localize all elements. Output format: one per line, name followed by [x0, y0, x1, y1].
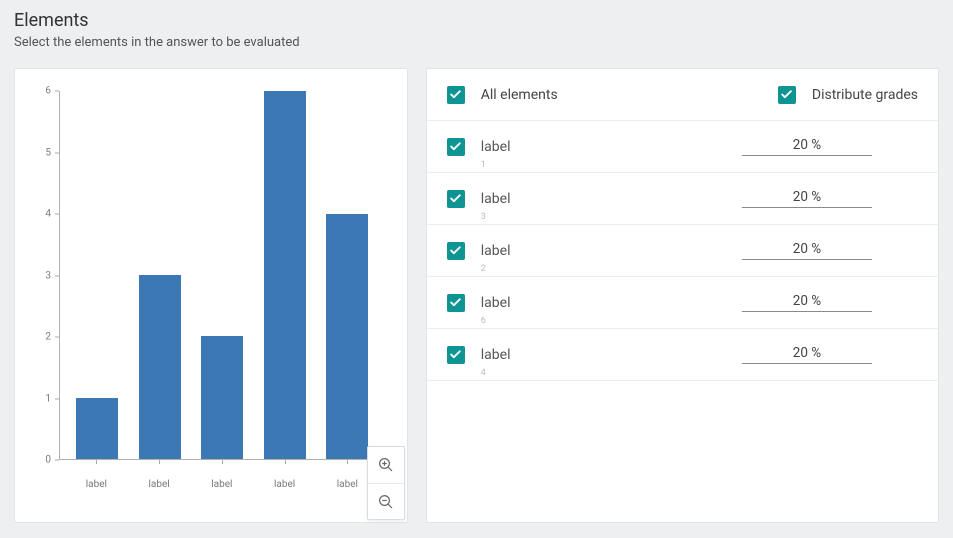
row-subindex: 6	[481, 316, 486, 326]
element-row: label 4 20 %	[427, 329, 938, 381]
x-axis-label: label	[201, 479, 243, 490]
bar[interactable]	[326, 214, 368, 459]
row-checkbox[interactable]	[447, 190, 465, 208]
list-card: All elements Distribute grades label 1 20 …	[426, 68, 939, 523]
y-axis: 0123456	[31, 91, 55, 460]
element-rows: label 1 20 % label 3 20 % label 2 20 % label 6 20 %…	[427, 121, 938, 381]
row-percent-input[interactable]: 20 %	[742, 345, 872, 364]
row-subindex: 1	[481, 160, 486, 170]
x-axis-label: label	[75, 479, 117, 490]
row-checkbox[interactable]	[447, 346, 465, 364]
y-tick-label: 1	[45, 393, 51, 404]
y-tick-label: 0	[45, 455, 51, 466]
zoom-in-button[interactable]	[368, 447, 404, 483]
row-checkbox[interactable]	[447, 138, 465, 156]
zoom-out-icon	[377, 493, 395, 511]
bar-chart: 0123456 labellabellabellabellabel	[31, 91, 391, 512]
zoom-out-button[interactable]	[368, 483, 404, 519]
all-elements-label: All elements	[481, 87, 558, 103]
page-title: Elements	[14, 10, 939, 31]
x-tick-mark	[201, 460, 243, 464]
element-row: label 6 20 %	[427, 277, 938, 329]
x-tick-marks	[59, 460, 385, 464]
row-label: label	[481, 295, 511, 311]
row-subindex: 2	[481, 264, 486, 274]
row-label: label	[481, 191, 511, 207]
row-checkbox[interactable]	[447, 294, 465, 312]
bar[interactable]	[201, 336, 243, 459]
bar[interactable]	[76, 398, 118, 459]
row-percent-input[interactable]: 20 %	[742, 189, 872, 208]
all-elements-checkbox[interactable]	[447, 86, 465, 104]
page-subtitle: Select the elements in the answer to be …	[14, 35, 939, 50]
bar[interactable]	[264, 91, 306, 459]
element-row: label 2 20 %	[427, 225, 938, 277]
bar[interactable]	[139, 275, 181, 459]
list-header: All elements Distribute grades	[427, 69, 938, 121]
x-axis-label: label	[326, 479, 368, 490]
x-axis-labels: label label label label label	[59, 479, 385, 490]
panels: 0 1 2 3 4 5 6 label label label label label	[14, 68, 939, 523]
x-axis-label: label	[138, 479, 180, 490]
y-tick-label: 6	[45, 86, 51, 97]
y-tick-label: 4	[45, 209, 51, 220]
plot-area	[59, 91, 385, 460]
row-subindex: 4	[481, 368, 486, 378]
chart-card: 0 1 2 3 4 5 6 label label label label label	[14, 68, 408, 523]
x-tick-mark	[138, 460, 180, 464]
zoom-in-icon	[377, 456, 395, 474]
distribute-grades-label: Distribute grades	[812, 87, 918, 103]
x-tick-mark	[75, 460, 117, 464]
row-checkbox[interactable]	[447, 242, 465, 260]
y-tick-label: 2	[45, 332, 51, 343]
element-row: label 3 20 %	[427, 173, 938, 225]
row-percent-input[interactable]: 20 %	[742, 137, 872, 156]
distribute-grades-checkbox[interactable]	[778, 86, 796, 104]
y-tick-label: 5	[45, 147, 51, 158]
row-subindex: 3	[481, 212, 486, 222]
bars	[60, 91, 385, 459]
row-label: label	[481, 243, 511, 259]
x-tick-mark	[264, 460, 306, 464]
y-tick-label: 3	[45, 270, 51, 281]
row-percent-input[interactable]: 20 %	[742, 293, 872, 312]
row-label: label	[481, 347, 511, 363]
x-tick-mark	[326, 460, 368, 464]
row-label: label	[481, 139, 511, 155]
element-row: label 1 20 %	[427, 121, 938, 173]
zoom-controls	[367, 446, 405, 520]
row-percent-input[interactable]: 20 %	[742, 241, 872, 260]
x-axis-label: label	[264, 479, 306, 490]
